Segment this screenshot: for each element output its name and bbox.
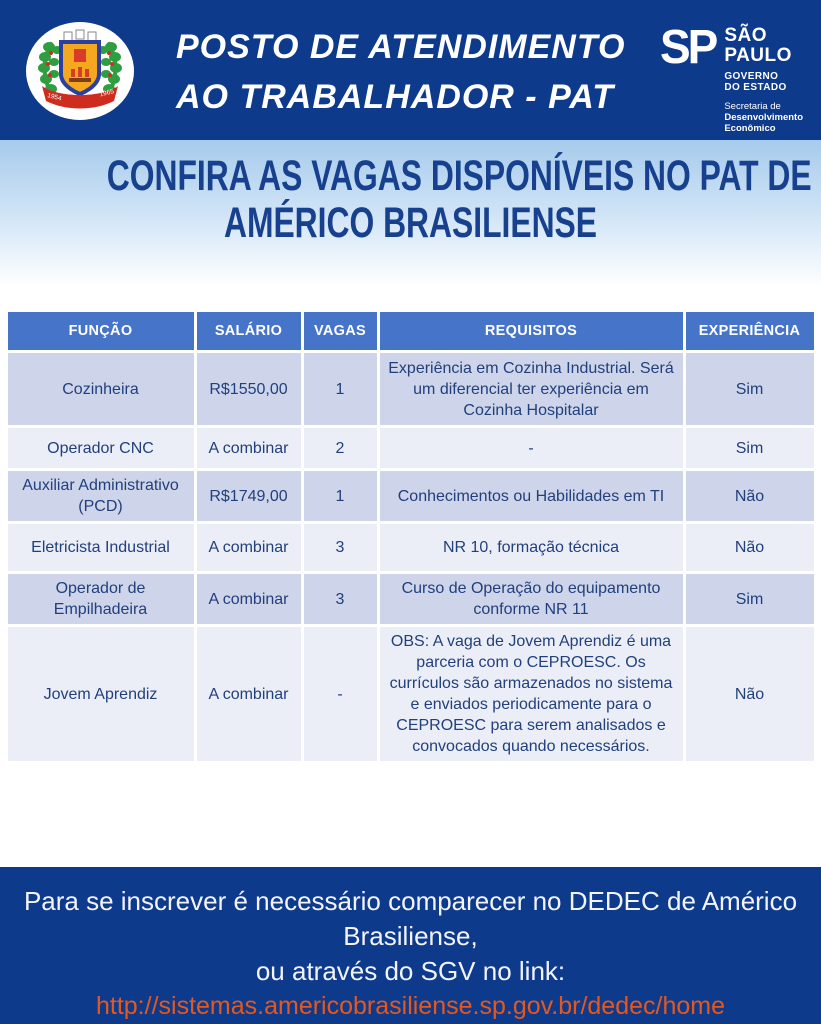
page-title-line2: AMÉRICO BRASILIENSE — [223, 199, 598, 247]
cell-vagas: 3 — [303, 574, 377, 624]
table-row: Operador CNC A combinar 2 - Sim — [7, 428, 814, 468]
cell-experiencia: Sim — [685, 428, 814, 468]
cell-funcao: Eletricista Industrial — [7, 524, 194, 571]
cell-salario: A combinar — [196, 627, 301, 761]
footer-banner: Para se inscrever é necessário comparece… — [0, 867, 821, 1024]
sp-sec-line2: Desenvolvimento — [724, 112, 803, 123]
cell-vagas: - — [303, 627, 377, 761]
cell-funcao: Auxiliar Administrativo (PCD) — [7, 471, 194, 521]
table-row: Auxiliar Administrativo (PCD) R$1749,00 … — [7, 471, 814, 521]
sp-logo-text: SÃO PAULO GOVERNO DO ESTADO Secretaria d… — [724, 26, 803, 135]
page-title: CONFIRA AS VAGAS DISPONÍVEIS NO PAT DE A… — [107, 140, 812, 247]
sp-logo-icon: SP — [659, 18, 718, 74]
header-title: POSTO DE ATENDIMENTO AO TRABALHADOR - PA… — [176, 22, 626, 122]
cell-funcao: Operador de Empilhadeira — [7, 574, 194, 624]
sp-gov-line1: GOVERNO — [724, 71, 779, 82]
footer-instruction-line1: Para se inscrever é necessário comparece… — [23, 886, 798, 951]
cell-vagas: 1 — [303, 353, 377, 425]
cell-requisitos: Conhecimentos ou Habilidades em TI — [379, 471, 683, 521]
registration-link[interactable]: http://sistemas.americobrasiliense.sp.go… — [95, 992, 725, 1020]
cell-requisitos: NR 10, formação técnica — [379, 524, 683, 571]
footer-instruction-line2: ou através do SGV no link: — [255, 956, 566, 986]
cell-requisitos: Curso de Operação do equipamento conform… — [379, 574, 683, 624]
crest-year-left: 1954 — [47, 92, 63, 102]
sp-logo-state-name: SÃO PAULO — [724, 26, 803, 66]
cell-salario: R$1550,00 — [196, 353, 301, 425]
cell-experiencia: Não — [685, 524, 814, 571]
header-title-line1: POSTO DE ATENDIMENTO — [176, 28, 626, 66]
column-header-vagas: VAGAS — [303, 312, 377, 350]
sp-name-line2: PAULO — [724, 45, 792, 66]
sp-name-line1: SÃO — [724, 25, 768, 46]
cell-funcao: Cozinheira — [7, 353, 194, 425]
cell-funcao: Operador CNC — [7, 428, 194, 468]
cell-vagas: 3 — [303, 524, 377, 571]
cell-experiencia: Sim — [685, 353, 814, 425]
city-crest-icon: 1954 1965 — [24, 20, 136, 122]
cell-salario: R$1749,00 — [196, 471, 301, 521]
crest-graphic: 1954 1965 — [26, 22, 134, 120]
jobs-table: FUNÇÃO SALÁRIO VAGAS REQUISITOS EXPERIÊN… — [4, 309, 817, 764]
sp-sec-line1: Secretaria de — [724, 101, 781, 112]
cell-salario: A combinar — [196, 524, 301, 571]
column-header-experiencia: EXPERIÊNCIA — [685, 312, 814, 350]
cell-requisitos: - — [379, 428, 683, 468]
header-banner: 1954 1965 POSTO DE ATENDIMENTO AO TRABAL… — [0, 0, 821, 140]
sp-logo-secretariat: Secretaria de Desenvolvimento Econômico — [724, 101, 803, 134]
sao-paulo-gov-logo: SP SÃO PAULO GOVERNO DO ESTADO Secretari… — [659, 18, 803, 135]
header-title-line2: AO TRABALHADOR - PAT — [176, 78, 615, 116]
column-header-requisitos: REQUISITOS — [379, 312, 683, 350]
cell-experiencia: Não — [685, 627, 814, 761]
page-title-line1: CONFIRA AS VAGAS DISPONÍVEIS NO PAT DE — [106, 152, 812, 200]
cell-experiencia: Sim — [685, 574, 814, 624]
sp-logo-government: GOVERNO DO ESTADO — [724, 71, 803, 93]
cell-vagas: 2 — [303, 428, 377, 468]
table-row: Operador de Empilhadeira A combinar 3 Cu… — [7, 574, 814, 624]
sp-gov-line2: DO ESTADO — [724, 82, 787, 93]
column-header-salario: SALÁRIO — [196, 312, 301, 350]
cell-requisitos: Experiência em Cozinha Industrial. Será … — [379, 353, 683, 425]
jobs-table-section: FUNÇÃO SALÁRIO VAGAS REQUISITOS EXPERIÊN… — [0, 309, 821, 764]
cell-requisitos: OBS: A vaga de Jovem Aprendiz é uma parc… — [379, 627, 683, 761]
crest-year-right: 1965 — [99, 88, 115, 98]
sp-sec-line3: Econômico — [724, 123, 776, 134]
cell-vagas: 1 — [303, 471, 377, 521]
column-header-funcao: FUNÇÃO — [7, 312, 194, 350]
table-header-row: FUNÇÃO SALÁRIO VAGAS REQUISITOS EXPERIÊN… — [7, 312, 814, 350]
table-row: Cozinheira R$1550,00 1 Experiência em Co… — [7, 353, 814, 425]
table-row: Jovem Aprendiz A combinar - OBS: A vaga … — [7, 627, 814, 761]
hero-banner: CONFIRA AS VAGAS DISPONÍVEIS NO PAT DE A… — [0, 140, 821, 300]
table-row: Eletricista Industrial A combinar 3 NR 1… — [7, 524, 814, 571]
cell-salario: A combinar — [196, 428, 301, 468]
cell-salario: A combinar — [196, 574, 301, 624]
cell-funcao: Jovem Aprendiz — [7, 627, 194, 761]
cell-experiencia: Não — [685, 471, 814, 521]
